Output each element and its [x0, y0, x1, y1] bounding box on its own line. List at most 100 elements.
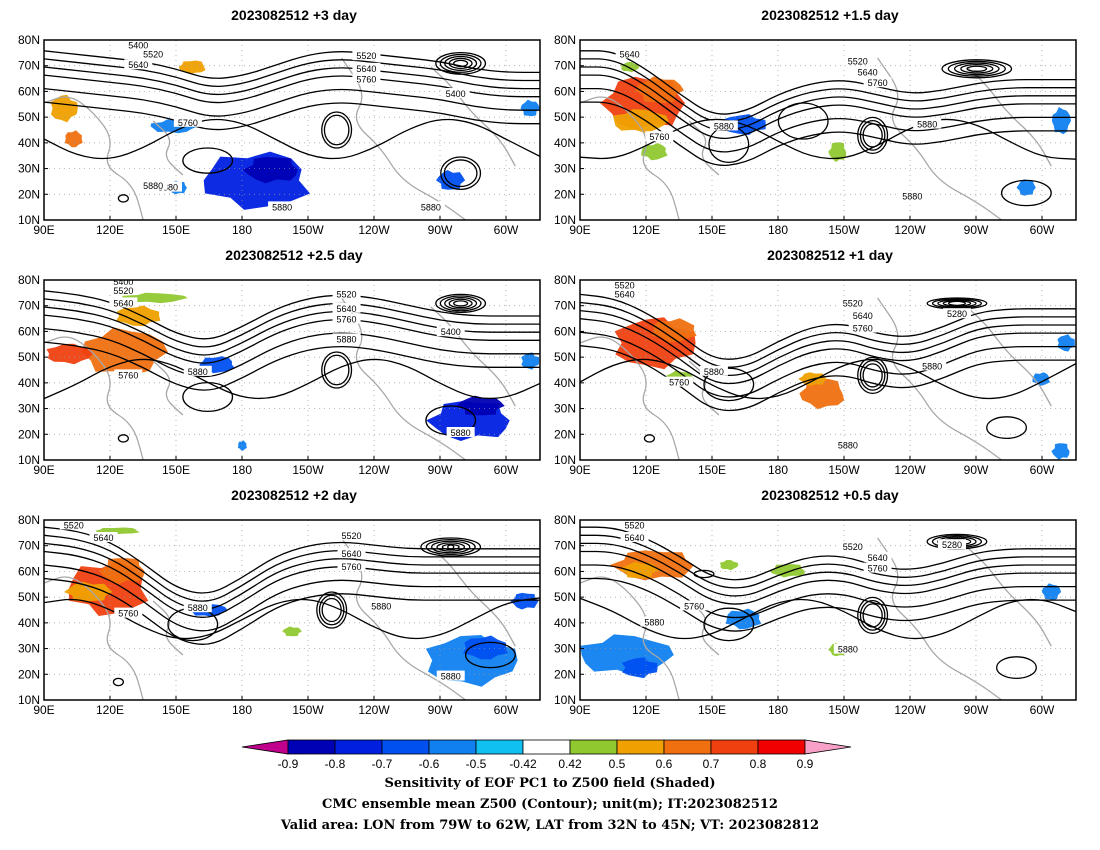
coastline: [430, 546, 516, 647]
z500-closed-contour: [321, 111, 353, 149]
lon-tick-label: 90E: [33, 223, 54, 237]
lon-tick-label: 90E: [569, 463, 590, 477]
z500-contour: [580, 87, 1076, 153]
lat-tick-label: 40N: [18, 376, 40, 390]
coastline: [580, 96, 680, 220]
z500-contour: [44, 314, 540, 364]
z500-closed-contour: [937, 299, 977, 308]
lat-tick-label: 40N: [554, 376, 576, 390]
z500-contour: [580, 564, 1076, 619]
z500-closed-contour: [431, 540, 471, 554]
z500-closed-contour: [182, 147, 234, 174]
lat-tick-label: 30N: [18, 642, 40, 656]
contour-label: 5880: [371, 601, 391, 611]
z500-closed-contour: [439, 295, 482, 312]
z500-closed-contour: [995, 656, 1037, 680]
sensitivity-shading: [1057, 334, 1075, 352]
contour-label: 5760: [118, 370, 138, 380]
z500-contour: [44, 87, 540, 117]
colorbar-segment: [710, 739, 759, 755]
contour-label: 5760: [669, 378, 689, 388]
z500-closed-contour: [862, 363, 883, 388]
sensitivity-shading: [520, 99, 540, 117]
z500-contour: [580, 66, 1076, 131]
sensitivity-shading: [282, 626, 302, 637]
z500-contour: [44, 542, 540, 610]
contour-label: 5400: [446, 89, 466, 99]
panel-title-3: 2023082512 +2.5 day: [225, 247, 363, 263]
contour-label: 5880: [143, 181, 163, 191]
lat-tick-label: 30N: [554, 402, 576, 416]
z500-closed-contour: [117, 434, 129, 443]
z500-contour: [44, 66, 540, 96]
z500-closed-contour: [857, 596, 889, 635]
lat-tick-label: 20N: [554, 667, 576, 681]
lon-tick-label: 180: [768, 463, 788, 477]
lon-tick-label: 150E: [698, 703, 726, 717]
z500-contour: [44, 564, 540, 632]
z500-closed-contour: [859, 599, 886, 631]
coastline: [430, 66, 516, 167]
z500-closed-contour: [435, 51, 487, 75]
contour-label: 5520: [625, 520, 645, 530]
lon-tick-label: 90W: [428, 463, 453, 477]
lon-tick-label: 150E: [162, 703, 190, 717]
z500-closed-contour: [953, 62, 1000, 76]
z500-closed-contour: [448, 57, 473, 70]
sensitivity-shading: [641, 143, 668, 161]
z500-closed-contour: [182, 381, 234, 413]
z500-closed-contour: [859, 359, 886, 391]
z500-closed-contour: [862, 123, 883, 148]
contour-label: 5520: [64, 520, 84, 530]
z500-contour: [44, 341, 540, 391]
coastline: [877, 57, 1002, 220]
contour-label: 5640: [128, 60, 148, 70]
lon-tick-label: 150W: [292, 463, 324, 477]
lon-tick-label: 120W: [894, 703, 926, 717]
lat-tick-label: 80N: [554, 273, 576, 287]
sensitivity-shading: [122, 292, 188, 304]
contour-label: 5400: [441, 327, 461, 337]
lon-tick-label: 150E: [698, 223, 726, 237]
sensitivity-shading: [81, 327, 168, 376]
lat-tick-label: 60N: [18, 84, 40, 98]
contour-label: 5880: [272, 202, 292, 212]
lon-tick-label: 180: [232, 463, 252, 477]
colorbar-tick-label: -0.8: [325, 757, 346, 771]
z500-contour-5880: [580, 597, 1076, 640]
map-panel-plus1-5day: 5640576058805520564057605880588080N70N60…: [554, 33, 1077, 237]
lon-tick-label: 60W: [494, 463, 519, 477]
caption-line-2: CMC ensemble mean Z500 (Contour); unit(m…: [322, 797, 778, 812]
contour-label: 5640: [615, 289, 635, 299]
z500-closed-contour: [693, 569, 715, 579]
lat-tick-label: 70N: [554, 539, 576, 553]
sensitivity-shading: [828, 142, 847, 163]
z500-closed-contour: [447, 544, 455, 550]
sensitivity-shading: [242, 157, 298, 184]
lat-tick-label: 80N: [18, 513, 40, 527]
sensitivity-shading: [463, 635, 508, 660]
lat-tick-label: 10N: [554, 213, 576, 227]
sensitivity-shading: [1051, 443, 1070, 460]
lon-tick-label: 60W: [1030, 463, 1055, 477]
colorbar-segment: [757, 739, 806, 755]
contour-label: 5760: [868, 564, 888, 574]
z500-closed-contour: [941, 59, 1013, 79]
z500-closed-contour: [947, 300, 966, 307]
z500-contour: [44, 58, 540, 87]
lat-tick-label: 40N: [18, 136, 40, 150]
z500-contour: [580, 550, 1076, 605]
z500-closed-contour: [321, 597, 342, 623]
contour-label: 5520: [848, 57, 868, 67]
z500-closed-contour: [321, 351, 353, 389]
z500-closed-contour: [986, 416, 1028, 440]
colorbar-tick-label: -0.42: [509, 757, 537, 771]
caption-line-1: Sensitivity of EOF PC1 to Z500 field (Sh…: [384, 776, 716, 791]
lat-tick-label: 30N: [554, 642, 576, 656]
contour-label: 5280: [947, 309, 967, 319]
coastline: [580, 336, 680, 460]
z500-closed-contour: [966, 65, 988, 72]
contour-label: 5880: [158, 183, 178, 193]
lat-tick-label: 50N: [18, 110, 40, 124]
